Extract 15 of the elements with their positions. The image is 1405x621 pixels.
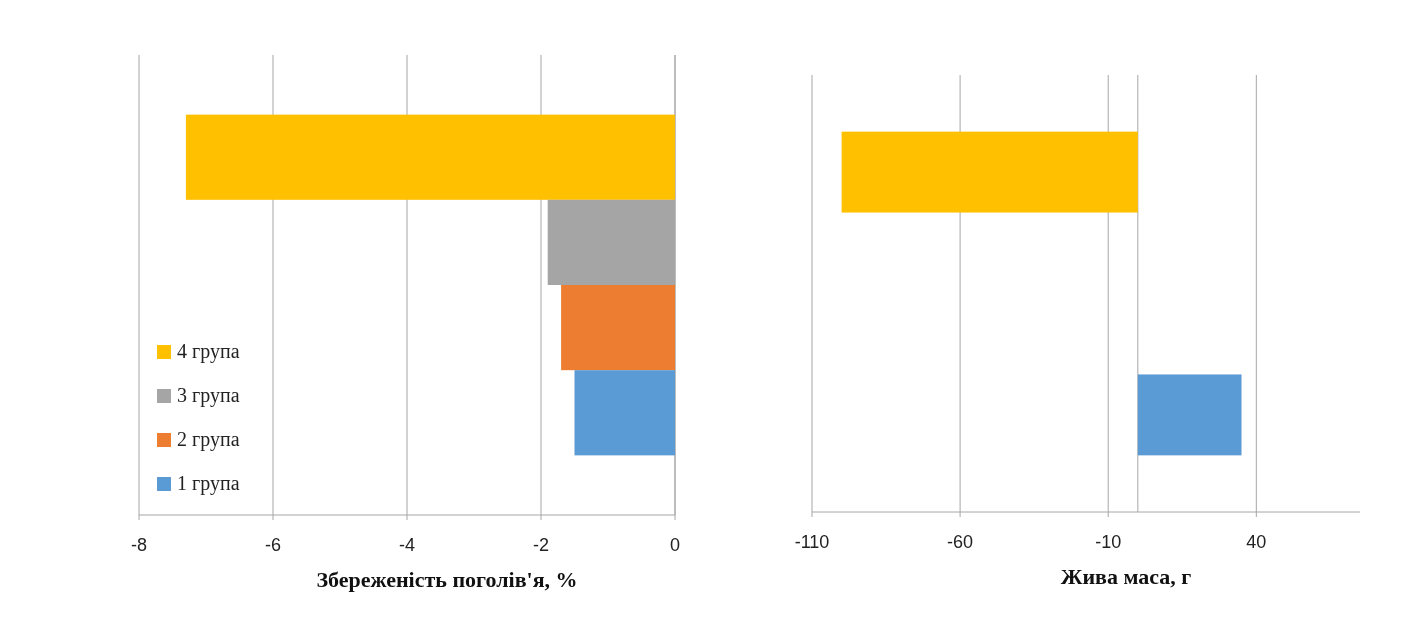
x-tick-label: -110 xyxy=(794,532,830,552)
x-tick-label: -6 xyxy=(264,535,282,555)
legend-label: 2 група xyxy=(177,428,240,451)
x-tick-label: -2 xyxy=(532,535,550,555)
x-tick-label: -8 xyxy=(130,535,148,555)
x-axis-title: Жива маса, г xyxy=(1060,564,1192,589)
legend-label: 3 група xyxy=(177,384,240,407)
legend-label: 1 група xyxy=(177,472,240,495)
legend-label: 4 група xyxy=(177,340,240,363)
x-tick-label: -60 xyxy=(947,532,974,552)
x-tick-label: -4 xyxy=(398,535,416,555)
x-tick-label: 0 xyxy=(669,535,681,555)
x-tick-label: -10 xyxy=(1095,532,1122,552)
x-tick-label: 40 xyxy=(1246,532,1267,552)
x-axis-title: Збереженість поголів'я, % xyxy=(316,567,578,592)
